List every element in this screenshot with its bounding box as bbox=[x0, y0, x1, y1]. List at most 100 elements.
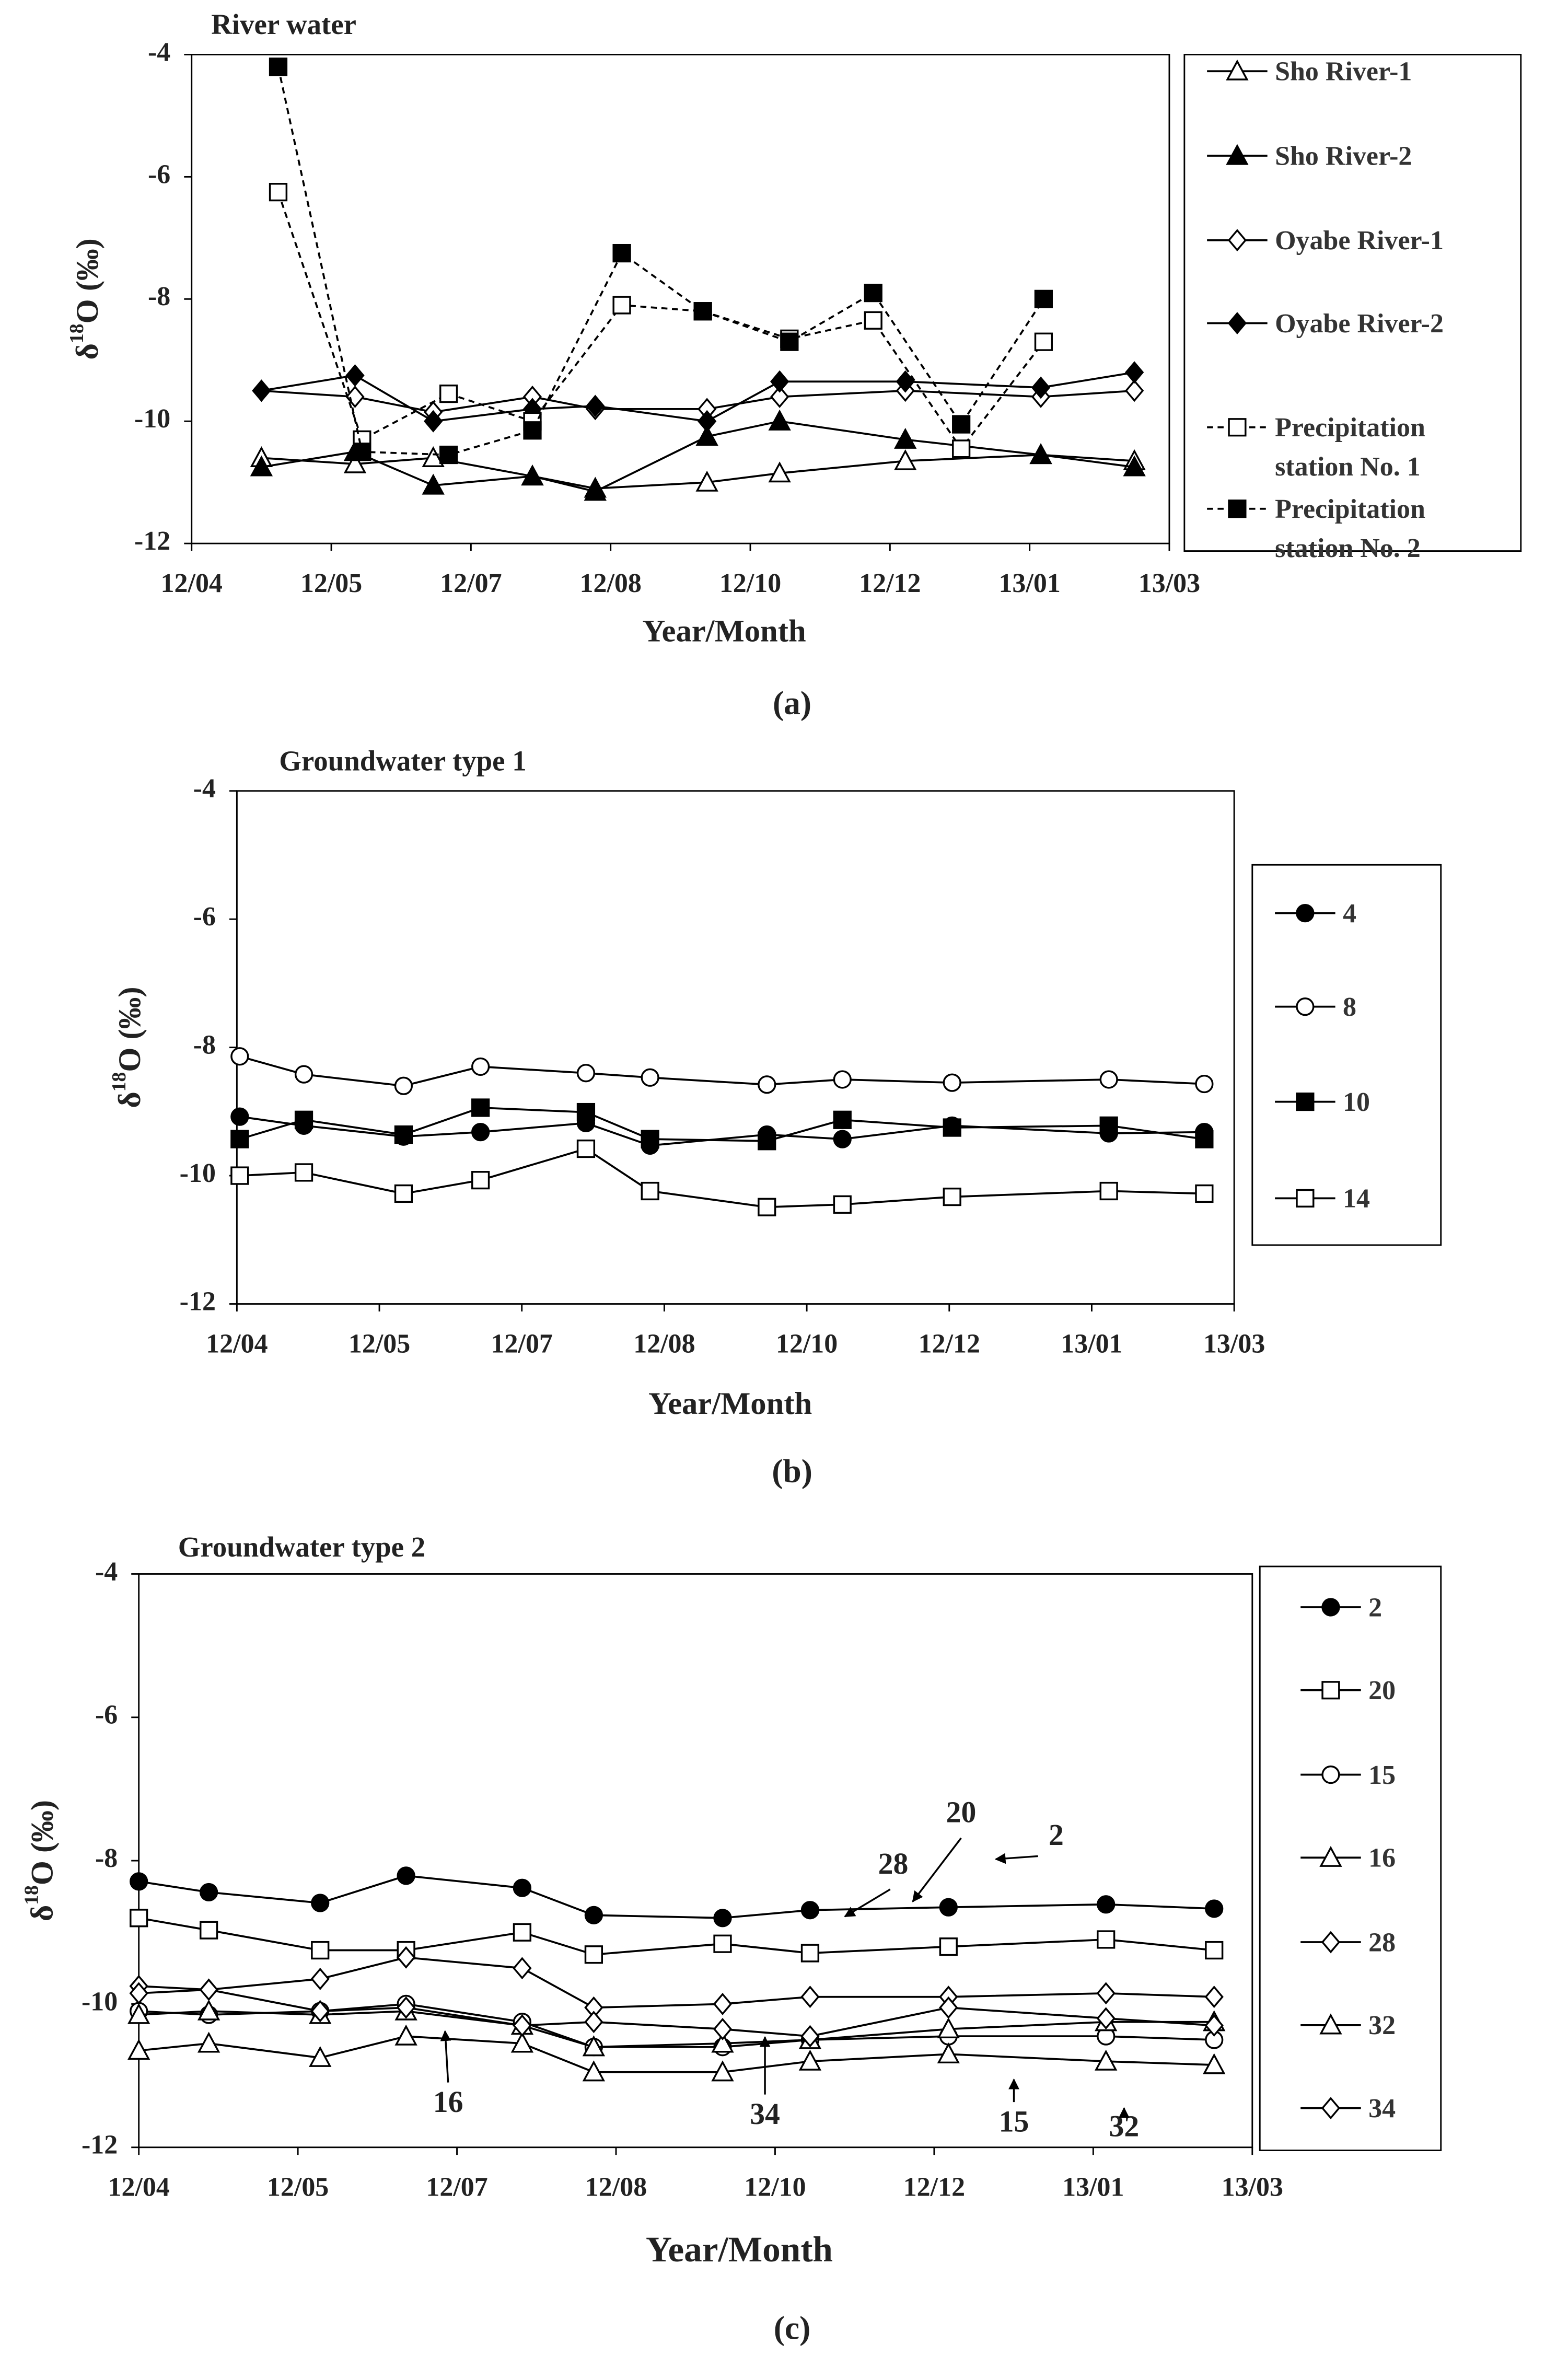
marker bbox=[584, 1945, 603, 1964]
marker bbox=[612, 296, 631, 315]
y-tick-label: -6 bbox=[148, 159, 170, 189]
series-line bbox=[261, 454, 1135, 490]
marker bbox=[422, 446, 445, 468]
marker bbox=[1097, 1895, 1116, 1914]
x-axis-label: Year/Month bbox=[648, 1386, 812, 1421]
x-tick-label: 12/10 bbox=[744, 2173, 806, 2202]
marker bbox=[937, 2017, 960, 2039]
caption: (b) bbox=[772, 1452, 812, 1489]
marker bbox=[129, 1982, 148, 2005]
marker bbox=[1205, 1941, 1224, 1960]
marker bbox=[230, 1047, 249, 1066]
marker bbox=[864, 311, 882, 330]
marker bbox=[582, 2035, 606, 2057]
y-axis-label-part: O (‰) bbox=[70, 238, 105, 323]
legend-label: Sho River-2 bbox=[1275, 141, 1412, 171]
marker bbox=[310, 2000, 330, 2023]
marker bbox=[521, 465, 544, 486]
legend-label-box: 32 bbox=[1368, 2010, 1396, 2040]
chart-title: Groundwater type 2 bbox=[178, 1531, 425, 1563]
legend-marker bbox=[1296, 1092, 1315, 1111]
marker bbox=[394, 1076, 413, 1095]
x-tick-label: 12/04 bbox=[161, 568, 223, 598]
marker bbox=[1195, 1074, 1214, 1094]
marker bbox=[770, 370, 789, 393]
annotation: 28 bbox=[878, 1848, 909, 1880]
y-axis-label-part: O (‰) bbox=[112, 986, 147, 1072]
x-tick-label: 13/03 bbox=[1222, 2173, 1283, 2202]
plot-frame bbox=[191, 54, 1170, 544]
marker bbox=[311, 1941, 330, 1960]
marker bbox=[394, 1125, 413, 1144]
y-axis-label-part: δ bbox=[70, 343, 105, 359]
x-tick-label: 13/01 bbox=[1062, 2173, 1124, 2202]
marker bbox=[269, 183, 288, 202]
legend-label: 8 bbox=[1343, 991, 1357, 1022]
marker bbox=[586, 394, 605, 417]
marker bbox=[439, 445, 458, 465]
series-line bbox=[138, 2010, 1214, 2048]
marker bbox=[200, 1921, 218, 1940]
marker bbox=[252, 379, 271, 402]
marker bbox=[1031, 376, 1051, 399]
x-tick-label: 12/07 bbox=[440, 568, 502, 598]
marker bbox=[311, 1894, 330, 1912]
series-line bbox=[138, 1874, 1214, 1919]
legend-label: Sho River-1 bbox=[1275, 56, 1412, 87]
legend-marker bbox=[1226, 59, 1249, 80]
legend-marker bbox=[1319, 2013, 1342, 2035]
marker bbox=[758, 1075, 776, 1094]
marker bbox=[833, 1195, 852, 1214]
caption: (c) bbox=[774, 2309, 811, 2347]
marker bbox=[1123, 455, 1146, 477]
marker bbox=[713, 2017, 733, 2040]
marker bbox=[1099, 1070, 1118, 1089]
series-line bbox=[138, 1989, 1214, 2038]
x-tick-label: 13/03 bbox=[1139, 568, 1200, 598]
y-axis-label-part: O (‰) bbox=[25, 1800, 60, 1885]
series-line bbox=[239, 1107, 1205, 1142]
marker bbox=[833, 1070, 852, 1089]
y-tick-label: -4 bbox=[193, 774, 216, 804]
legend-box bbox=[1183, 54, 1522, 552]
y-tick-label: -8 bbox=[95, 1843, 118, 1873]
marker bbox=[1099, 1181, 1118, 1201]
marker bbox=[711, 2060, 734, 2082]
y-axis-label-part: 18 bbox=[109, 1072, 130, 1092]
marker bbox=[230, 1130, 249, 1148]
y-tick-label: -8 bbox=[148, 282, 170, 311]
marker bbox=[693, 302, 712, 321]
marker bbox=[758, 1198, 776, 1216]
marker bbox=[584, 1906, 603, 1924]
marker bbox=[576, 1102, 596, 1122]
marker bbox=[713, 1909, 732, 1928]
x-tick-label: 12/08 bbox=[579, 568, 641, 598]
x-tick-label: 12/08 bbox=[585, 2173, 647, 2202]
marker bbox=[1203, 2053, 1226, 2074]
legend-label: 20 bbox=[1368, 1675, 1396, 1705]
y-tick-label: -6 bbox=[95, 1700, 118, 1730]
x-tick-label: 12/05 bbox=[300, 568, 362, 598]
marker bbox=[582, 2060, 606, 2082]
y-tick-label: -10 bbox=[82, 1987, 118, 2016]
marker bbox=[1124, 379, 1144, 402]
marker bbox=[310, 1967, 330, 1990]
marker bbox=[1034, 332, 1053, 351]
plot-frame bbox=[236, 790, 1235, 1305]
legend-marker bbox=[1228, 418, 1247, 437]
marker bbox=[713, 1934, 732, 1953]
marker bbox=[798, 2049, 822, 2071]
x-tick-label: 12/10 bbox=[776, 1329, 838, 1359]
annotation-arrow bbox=[912, 1837, 962, 1902]
legend-box bbox=[1251, 864, 1442, 1246]
marker bbox=[396, 1946, 416, 1969]
y-tick-label: -8 bbox=[193, 1030, 216, 1060]
marker bbox=[197, 2031, 220, 2053]
marker bbox=[943, 1073, 961, 1092]
chart: River water (a) Year/Month δ18O (‰) -4 -6 -8 -1… bbox=[66, 8, 1522, 722]
marker bbox=[641, 1068, 659, 1087]
legend-label-box: 2 bbox=[1368, 1592, 1382, 1622]
legend-label-box: 20 bbox=[1368, 1675, 1396, 1705]
legend-label: 34 bbox=[1368, 2093, 1396, 2123]
legend-label: 32 bbox=[1368, 2010, 1396, 2040]
